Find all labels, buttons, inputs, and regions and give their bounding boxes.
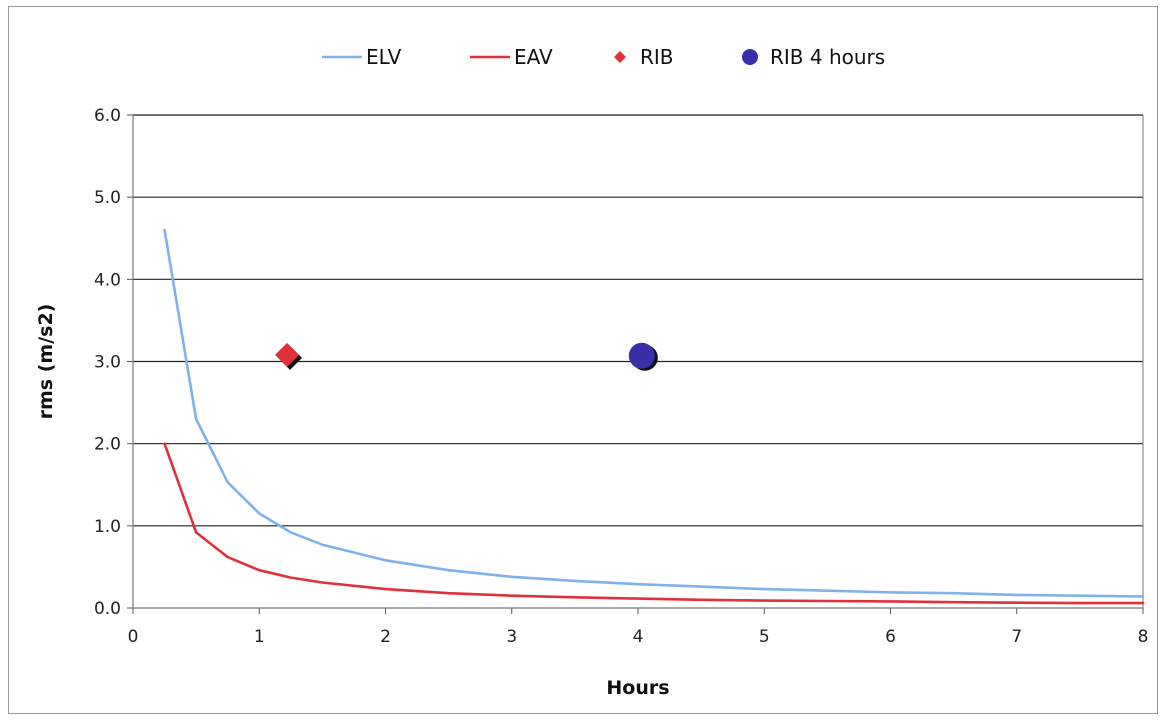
legend: ELV EAV RIB RIB 4 hours: [322, 45, 885, 69]
legend-item-eav: EAV: [470, 45, 553, 69]
y-tick-label: 1.0: [94, 517, 121, 537]
marker-rib-4-hours: [628, 342, 658, 371]
y-tick-label: 3.0: [94, 353, 121, 373]
x-tick-label: 0: [128, 627, 139, 647]
x-tick-label: 1: [254, 627, 265, 647]
y-axis-title: rms (m/s2): [35, 304, 57, 420]
x-tick-label: 2: [380, 627, 391, 647]
tick-labels: 0.0 1.0 2.0 3.0 4.0 5.0 6.0 0 1 2 3 4 5 6 7 8: [94, 106, 1148, 647]
marker-rib: [275, 342, 303, 370]
series-line-eav: [163, 442, 1145, 605]
legend-label-eav: EAV: [514, 45, 553, 69]
legend-swatch-rib: [614, 51, 626, 63]
gridlines: [133, 114, 1143, 527]
legend-item-elv: ELV: [322, 45, 402, 69]
legend-swatch-rib-4-hours: [742, 49, 758, 65]
axes: [127, 114, 1144, 614]
legend-item-rib-4-hours: RIB 4 hours: [742, 45, 885, 69]
x-axis-title: Hours: [606, 677, 669, 699]
marker-rib-shape: [275, 342, 300, 367]
x-tick-label: 8: [1138, 627, 1149, 647]
x-tick-label: 7: [1011, 627, 1022, 647]
series-line-elv: [163, 228, 1145, 598]
x-tick-label: 6: [885, 627, 896, 647]
x-tick-label: 5: [759, 627, 770, 647]
legend-item-rib: RIB: [614, 45, 674, 69]
legend-label-rib: RIB: [640, 45, 674, 69]
marker-rib-4-hours-shape: [628, 342, 655, 369]
series-layer: [163, 228, 1145, 605]
y-tick-label: 2.0: [94, 435, 121, 455]
x-tick-label: 3: [506, 627, 517, 647]
x-tick-label: 4: [633, 627, 644, 647]
chart-frame: [8, 6, 1158, 714]
y-tick-label: 6.0: [94, 106, 121, 126]
legend-label-rib-4-hours: RIB 4 hours: [770, 45, 885, 69]
y-tick-label: 0.0: [94, 599, 121, 619]
legend-label-elv: ELV: [366, 45, 402, 69]
y-tick-label: 5.0: [94, 188, 121, 208]
y-tick-label: 4.0: [94, 270, 121, 290]
